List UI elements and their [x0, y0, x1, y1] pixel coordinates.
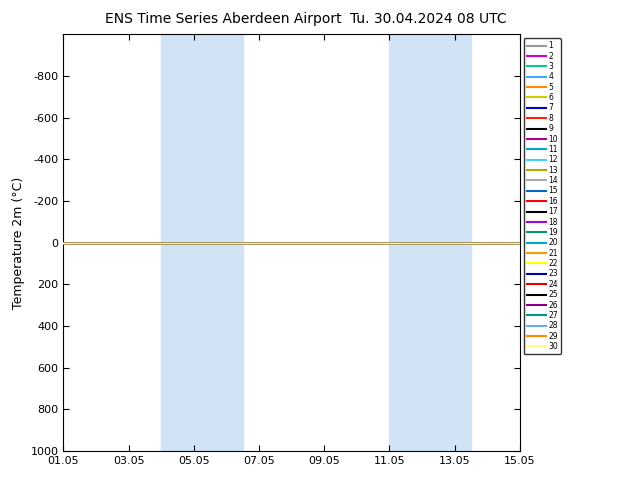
Legend: 1, 2, 3, 4, 5, 6, 7, 8, 9, 10, 11, 12, 13, 14, 15, 16, 17, 18, 19, 20, 21, 22, 2: 1, 2, 3, 4, 5, 6, 7, 8, 9, 10, 11, 12, 1… — [524, 38, 561, 354]
Y-axis label: Temperature 2m (°C): Temperature 2m (°C) — [12, 176, 25, 309]
Text: Tu. 30.04.2024 08 UTC: Tu. 30.04.2024 08 UTC — [350, 12, 507, 26]
Bar — [389, 34, 471, 451]
Bar — [161, 34, 243, 451]
Text: ENS Time Series Aberdeen Airport: ENS Time Series Aberdeen Airport — [105, 12, 342, 26]
